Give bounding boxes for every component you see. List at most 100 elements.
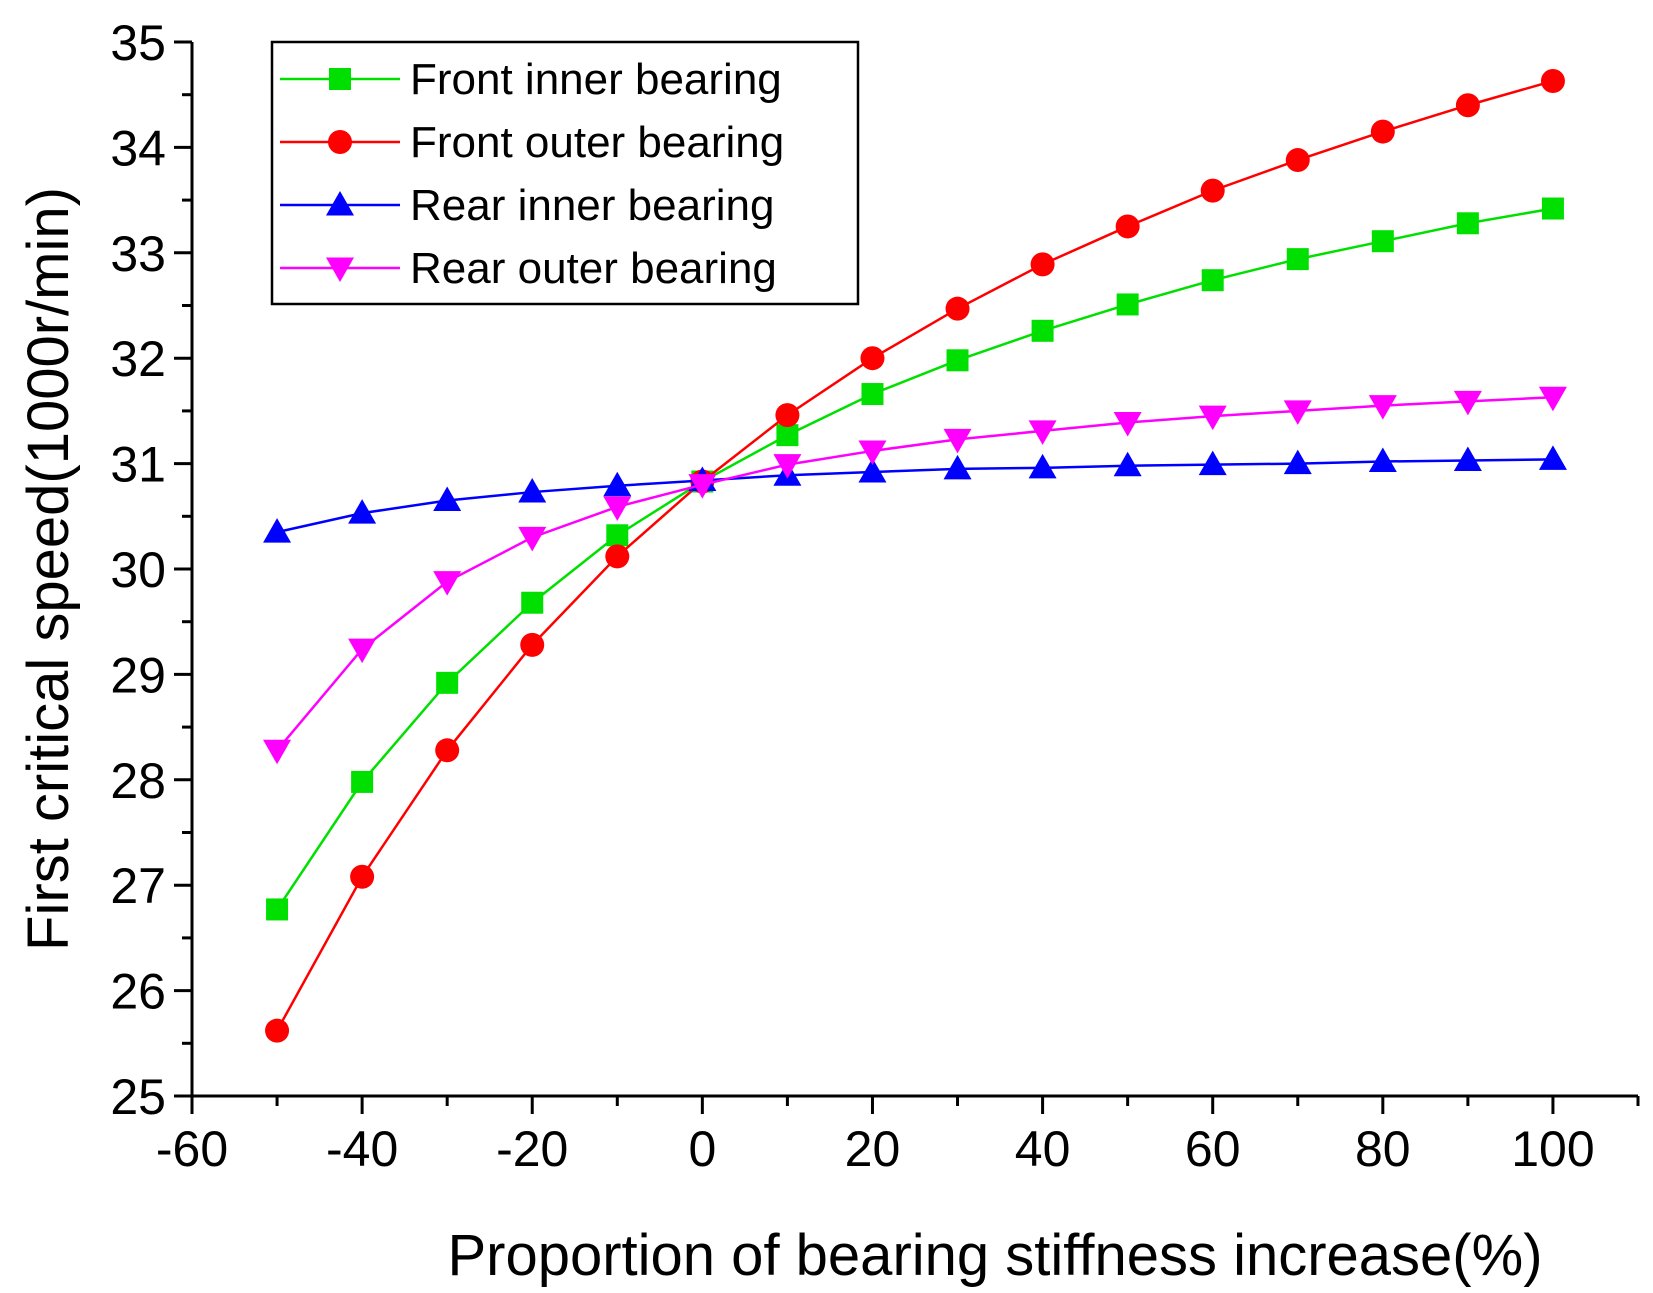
legend: Front inner bearing Front outer bearing Re… — [270, 40, 860, 306]
data-point — [1538, 445, 1567, 470]
axes: -60 -40 -20 0 20 40 60 80 100 25 26 27 28 29 30 31 32 33 3… — [110, 15, 1640, 1177]
x-tick-label: 60 — [1185, 1121, 1241, 1177]
legend-marker — [329, 68, 351, 90]
data-point — [1283, 400, 1312, 425]
series-layer — [263, 68, 1567, 1043]
series-front-inner-bearing — [266, 197, 1564, 921]
legend-box — [270, 40, 860, 306]
data-point — [775, 403, 800, 428]
y-tick-label: 32 — [110, 331, 166, 387]
y-tick-label: 26 — [110, 964, 166, 1020]
data-point — [1113, 451, 1142, 477]
data-point — [1198, 450, 1227, 476]
data-point — [265, 1018, 290, 1043]
x-tick-label: -40 — [326, 1121, 398, 1177]
legend-item: Front outer bearing — [280, 118, 784, 167]
y-tick-label: 28 — [110, 753, 166, 809]
y-tick-label: 35 — [110, 15, 166, 71]
x-tick-label: -20 — [496, 1121, 568, 1177]
data-point — [521, 591, 544, 614]
y-tick-label: 25 — [110, 1069, 166, 1125]
x-tick-label: 100 — [1511, 1121, 1594, 1177]
data-point — [773, 454, 802, 479]
data-point — [603, 471, 632, 497]
y-tick-label: 29 — [110, 647, 166, 703]
data-point — [433, 486, 462, 511]
data-point — [1453, 446, 1482, 471]
series-rear-inner-bearing — [263, 445, 1567, 543]
data-point — [861, 383, 884, 406]
legend-label: Rear inner bearing — [410, 181, 774, 230]
legend-label: Front inner bearing — [410, 55, 782, 104]
series-line — [275, 79, 1554, 1032]
data-point — [1455, 93, 1480, 118]
data-point — [605, 544, 630, 569]
legend-item: Rear inner bearing — [280, 181, 774, 230]
series-line — [276, 207, 1554, 911]
data-point — [263, 518, 292, 543]
data-point — [348, 638, 377, 664]
data-point — [263, 739, 292, 765]
y-tick-label: 31 — [110, 437, 166, 493]
data-point — [943, 428, 972, 454]
legend-marker — [326, 257, 354, 282]
data-point — [943, 454, 972, 480]
data-point — [1031, 319, 1054, 342]
series-rear-outer-bearing — [263, 386, 1567, 765]
data-point — [1371, 230, 1394, 253]
data-point — [858, 458, 887, 483]
y-tick-label: 30 — [110, 542, 166, 598]
data-point — [1370, 119, 1395, 144]
legend-item: Front inner bearing — [280, 55, 782, 104]
legend-label: Front outer bearing — [410, 118, 784, 167]
data-point — [606, 524, 629, 547]
data-point — [1368, 447, 1397, 472]
x-tick-label: 20 — [845, 1121, 901, 1177]
data-point — [1453, 390, 1482, 416]
data-point — [1540, 68, 1565, 93]
data-point — [1201, 269, 1224, 292]
data-point — [858, 440, 887, 465]
x-tick-label: 0 — [688, 1121, 716, 1177]
data-point — [1283, 449, 1312, 475]
data-point — [1030, 252, 1055, 277]
series-line — [276, 458, 1553, 534]
data-point — [603, 496, 632, 521]
data-point — [860, 346, 885, 371]
data-point — [350, 864, 375, 889]
y-tick-label: 33 — [110, 226, 166, 282]
data-point — [1198, 405, 1227, 431]
data-point — [1200, 178, 1225, 203]
x-tick-label: -60 — [156, 1121, 228, 1177]
data-point — [1028, 453, 1057, 479]
data-point — [1541, 197, 1564, 220]
data-point — [1113, 411, 1142, 437]
data-point — [435, 738, 460, 763]
data-point — [776, 424, 799, 447]
data-point — [433, 571, 462, 596]
legend-marker — [328, 130, 352, 154]
data-point — [1116, 293, 1139, 316]
x-tick-label: 80 — [1355, 1121, 1411, 1177]
data-point — [1368, 395, 1397, 420]
data-point — [1456, 212, 1479, 235]
data-point — [520, 632, 545, 657]
x-axis-title: Proportion of bearing stiffness increase… — [447, 1223, 1542, 1288]
x-tick-label: 40 — [1015, 1121, 1071, 1177]
data-point — [688, 474, 717, 499]
data-point — [518, 526, 547, 552]
data-point — [518, 478, 547, 503]
legend-marker — [326, 191, 354, 216]
data-point — [436, 671, 459, 694]
legend-item: Rear outer bearing — [280, 244, 777, 293]
data-point — [1538, 386, 1567, 412]
data-point — [1115, 214, 1140, 239]
series-line — [276, 395, 1554, 752]
data-point — [945, 296, 970, 321]
y-axis-title: First critical speed(1000r/min) — [16, 187, 81, 951]
data-point — [1286, 248, 1309, 271]
data-point — [348, 499, 377, 524]
data-point — [1028, 420, 1057, 445]
legend-label: Rear outer bearing — [410, 244, 777, 293]
